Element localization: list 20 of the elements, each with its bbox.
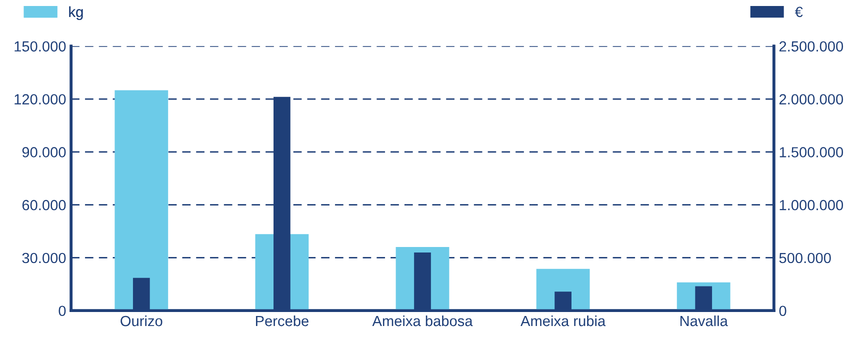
legend-label: € xyxy=(794,6,803,18)
y-tick-label: 150.000 xyxy=(14,41,66,52)
y-tick-label: 120.000 xyxy=(14,94,66,104)
y2-tick-label: 0 xyxy=(779,306,786,316)
y2-tick-label: 2.000.000 xyxy=(779,94,844,104)
y-tick-label: 90.000 xyxy=(22,147,66,158)
y2-tick-label: 2.500.000 xyxy=(779,41,844,52)
legend-label: kg xyxy=(69,6,83,20)
y2-tick-label: 1.500.000 xyxy=(780,147,844,158)
y2-tick-label: 1.000.000 xyxy=(780,200,844,210)
bar xyxy=(114,90,168,311)
x-tick-label: Ameixa babosa xyxy=(372,315,473,326)
x-tick-label: Ourizo xyxy=(120,315,162,326)
x-tick-label: Navalla xyxy=(680,315,728,326)
y-tick-label: 0 xyxy=(58,306,66,316)
x-tick-label: Percebe xyxy=(256,315,308,326)
x-tick-label: Ameixa rubia xyxy=(520,315,606,326)
y2-tick-label: 500.000 xyxy=(779,252,831,264)
y-tick-label: 60.000 xyxy=(22,200,66,210)
y-tick-label: 30.000 xyxy=(22,252,66,264)
